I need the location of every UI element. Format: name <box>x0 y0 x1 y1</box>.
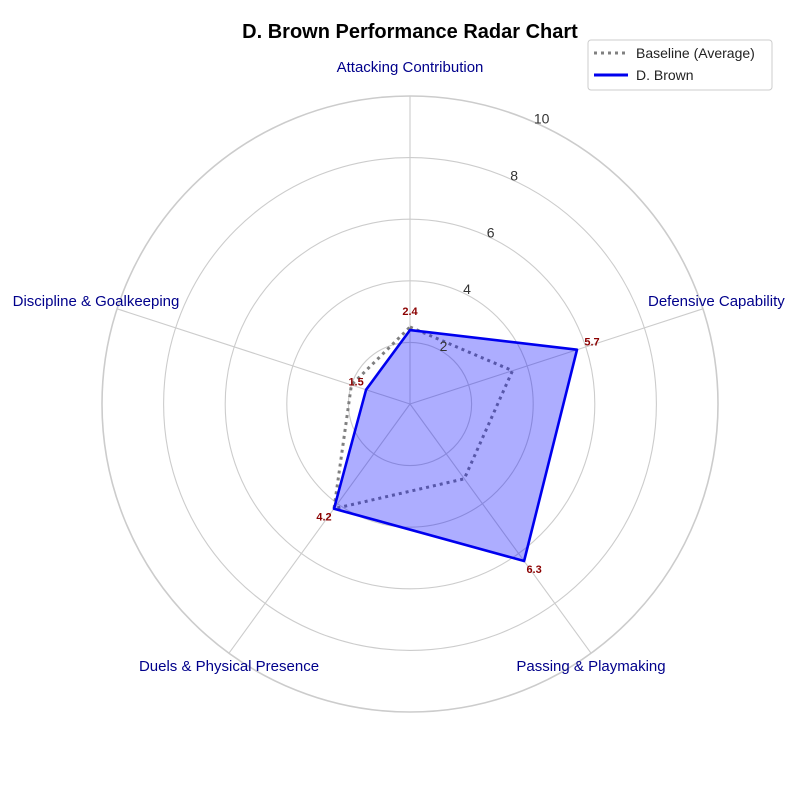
series-line-baseline <box>332 325 514 511</box>
legend-label-baseline: Baseline (Average) <box>636 45 755 61</box>
axis-label-0: Attacking Contribution <box>337 59 484 76</box>
legend-label-dbrown: D. Brown <box>636 67 694 83</box>
legend: Baseline (Average) D. Brown <box>587 39 773 91</box>
legend-frame <box>587 39 773 91</box>
grid-spoke <box>409 403 592 654</box>
series-fill-dbrown <box>334 330 577 561</box>
grid-spoke <box>228 403 411 654</box>
value-label-2: 6.3 <box>526 564 541 576</box>
value-label-0: 2.4 <box>402 306 418 318</box>
grid-spoke <box>116 308 411 405</box>
radial-tick-label: 6 <box>487 224 495 240</box>
radial-tick-label: 4 <box>463 281 471 297</box>
chart-title: D. Brown Performance Radar Chart <box>242 21 578 43</box>
axis-label-1: Defensive Capability <box>648 293 785 310</box>
value-labels: 2.4 5.7 6.3 4.2 1.5 <box>316 306 599 576</box>
grid-spoke <box>409 308 704 405</box>
axis-label-3: Duels & Physical Presence <box>139 658 319 675</box>
series-line-dbrown <box>332 328 579 563</box>
axis-label-2: Passing & Playmaking <box>516 658 665 675</box>
radial-ticks: 2 4 6 8 10 <box>440 110 550 354</box>
radial-tick-label: 2 <box>440 338 448 354</box>
series-layer <box>332 325 579 563</box>
value-label-1: 5.7 <box>584 337 599 349</box>
axis-label-4: Discipline & Goalkeeping <box>13 293 180 310</box>
radial-tick-label: 10 <box>534 110 550 126</box>
radar-grid <box>101 95 719 713</box>
value-label-4: 1.5 <box>348 377 363 389</box>
radial-tick-label: 8 <box>510 167 518 183</box>
value-label-3: 4.2 <box>316 512 331 524</box>
axis-labels: Attacking Contribution Defensive Capabili… <box>13 59 786 675</box>
